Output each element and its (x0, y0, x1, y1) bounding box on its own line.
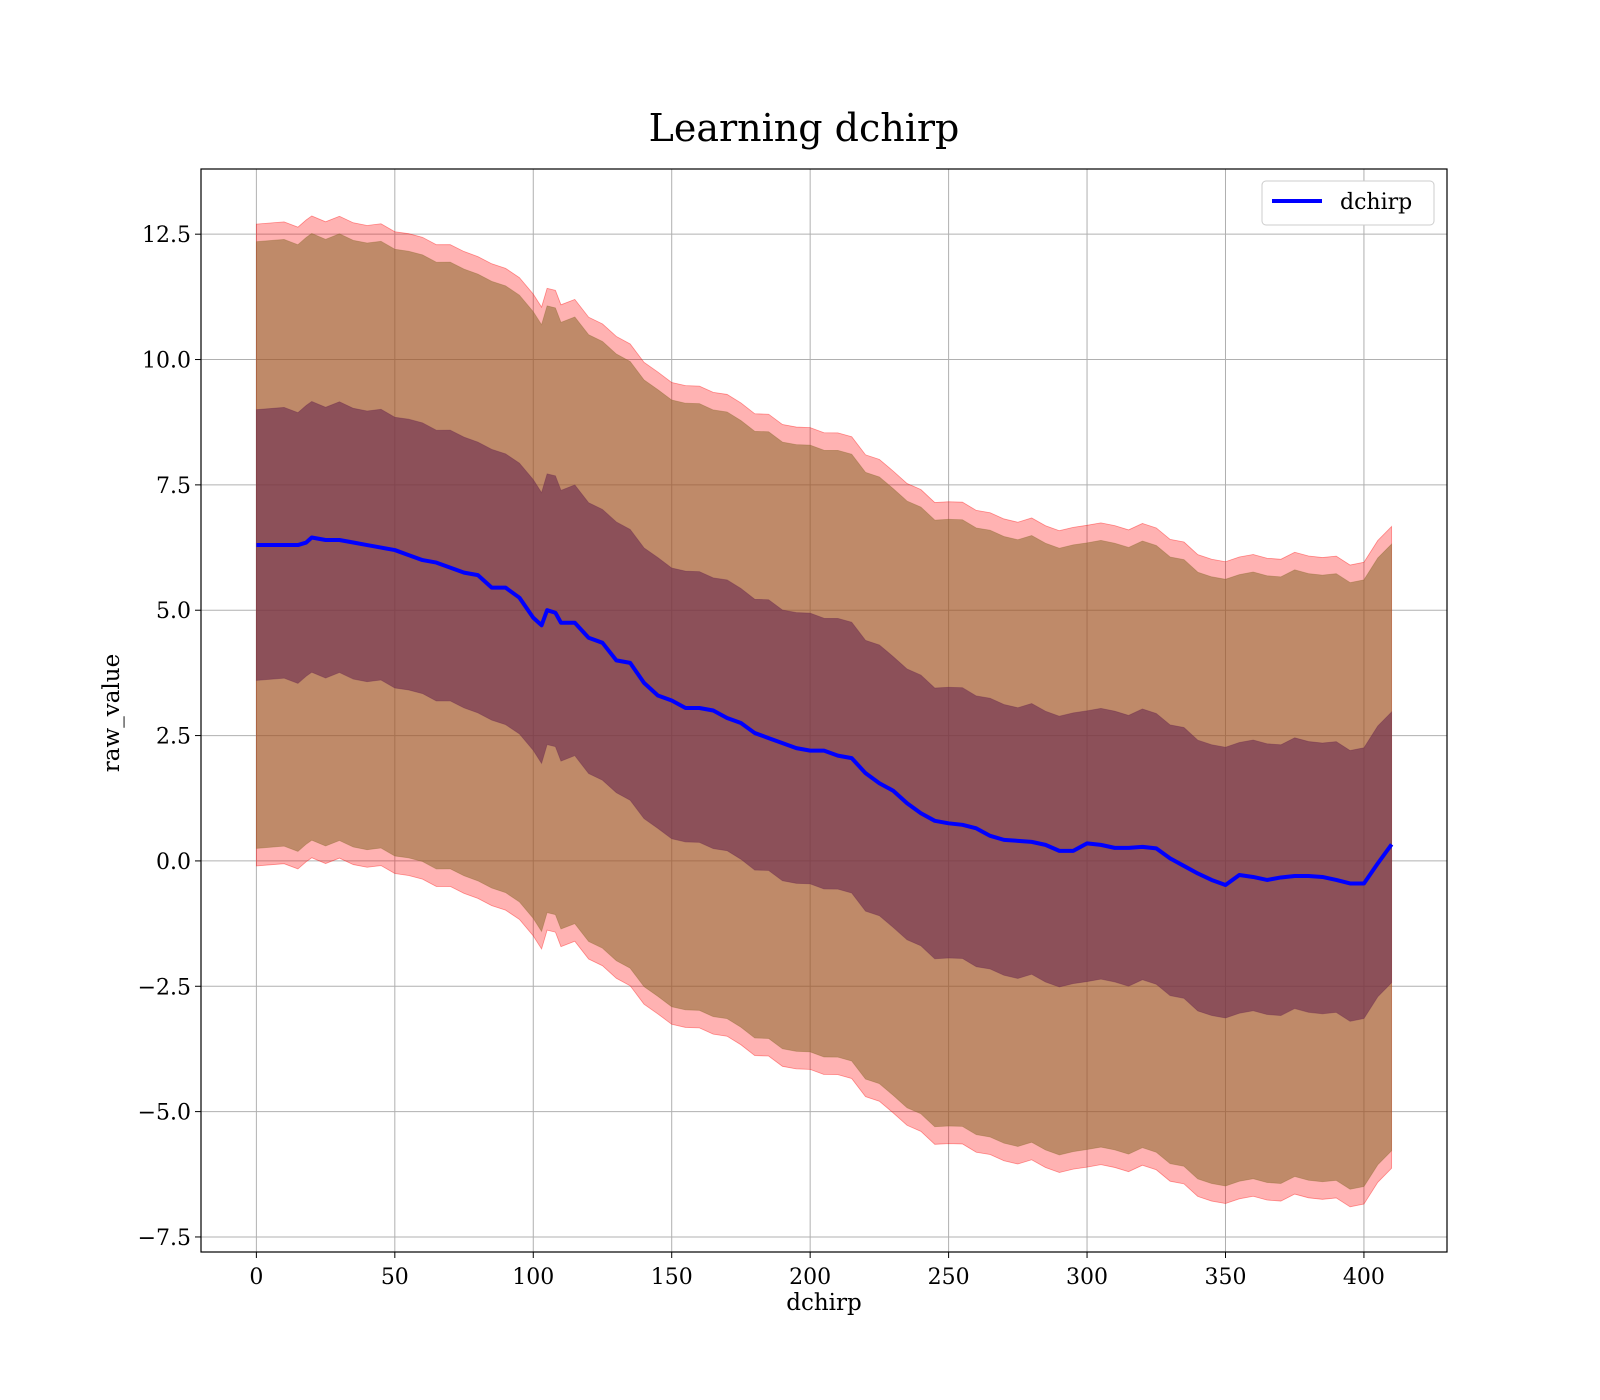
confidence-bands (255, 215, 1393, 1208)
y-tick-label: 5.0 (156, 599, 191, 624)
plot-area-frame (200, 168, 1448, 1253)
x-tick-label: 0 (249, 1265, 263, 1290)
y-tick-label: −2.5 (138, 975, 191, 1000)
y-tick-label: 2.5 (156, 725, 191, 750)
x-tick-label: 300 (1066, 1265, 1108, 1290)
x-tick-label: 350 (1204, 1265, 1246, 1290)
x-tick-label: 100 (512, 1265, 554, 1290)
y-tick-label: 7.5 (156, 474, 191, 499)
legend-entry-label: dchirp (1340, 190, 1412, 215)
y-tick-label: −5.0 (138, 1101, 191, 1126)
y-axis-label: raw_value (99, 654, 125, 772)
x-tick-label: 400 (1343, 1265, 1385, 1290)
y-tick-label: 10.0 (142, 349, 191, 374)
y-tick-label: −7.5 (138, 1226, 191, 1251)
x-tick-label: 150 (651, 1265, 693, 1290)
chart-title: Learning dchirp (649, 106, 960, 150)
x-axis-ticks: 0 50 100 150 200 250 300 350 400 (249, 1252, 1385, 1290)
x-tick-label: 250 (928, 1265, 970, 1290)
y-axis-ticks: −7.5 −5.0 −2.5 0.0 2.5 5.0 7.5 10.0 12.5 (138, 223, 201, 1251)
series-line-dchirp (256, 535, 1394, 887)
x-tick-label: 200 (789, 1265, 831, 1290)
y-tick-label: 0.0 (156, 850, 191, 875)
y-tick-label: 12.5 (142, 223, 191, 248)
x-axis-label: dchirp (786, 1290, 862, 1316)
band-inner (255, 401, 1393, 1022)
legend-box (1261, 180, 1435, 226)
legend: dchirp (1261, 180, 1435, 226)
x-tick-label: 50 (381, 1265, 409, 1290)
series-lines (256, 535, 1394, 887)
